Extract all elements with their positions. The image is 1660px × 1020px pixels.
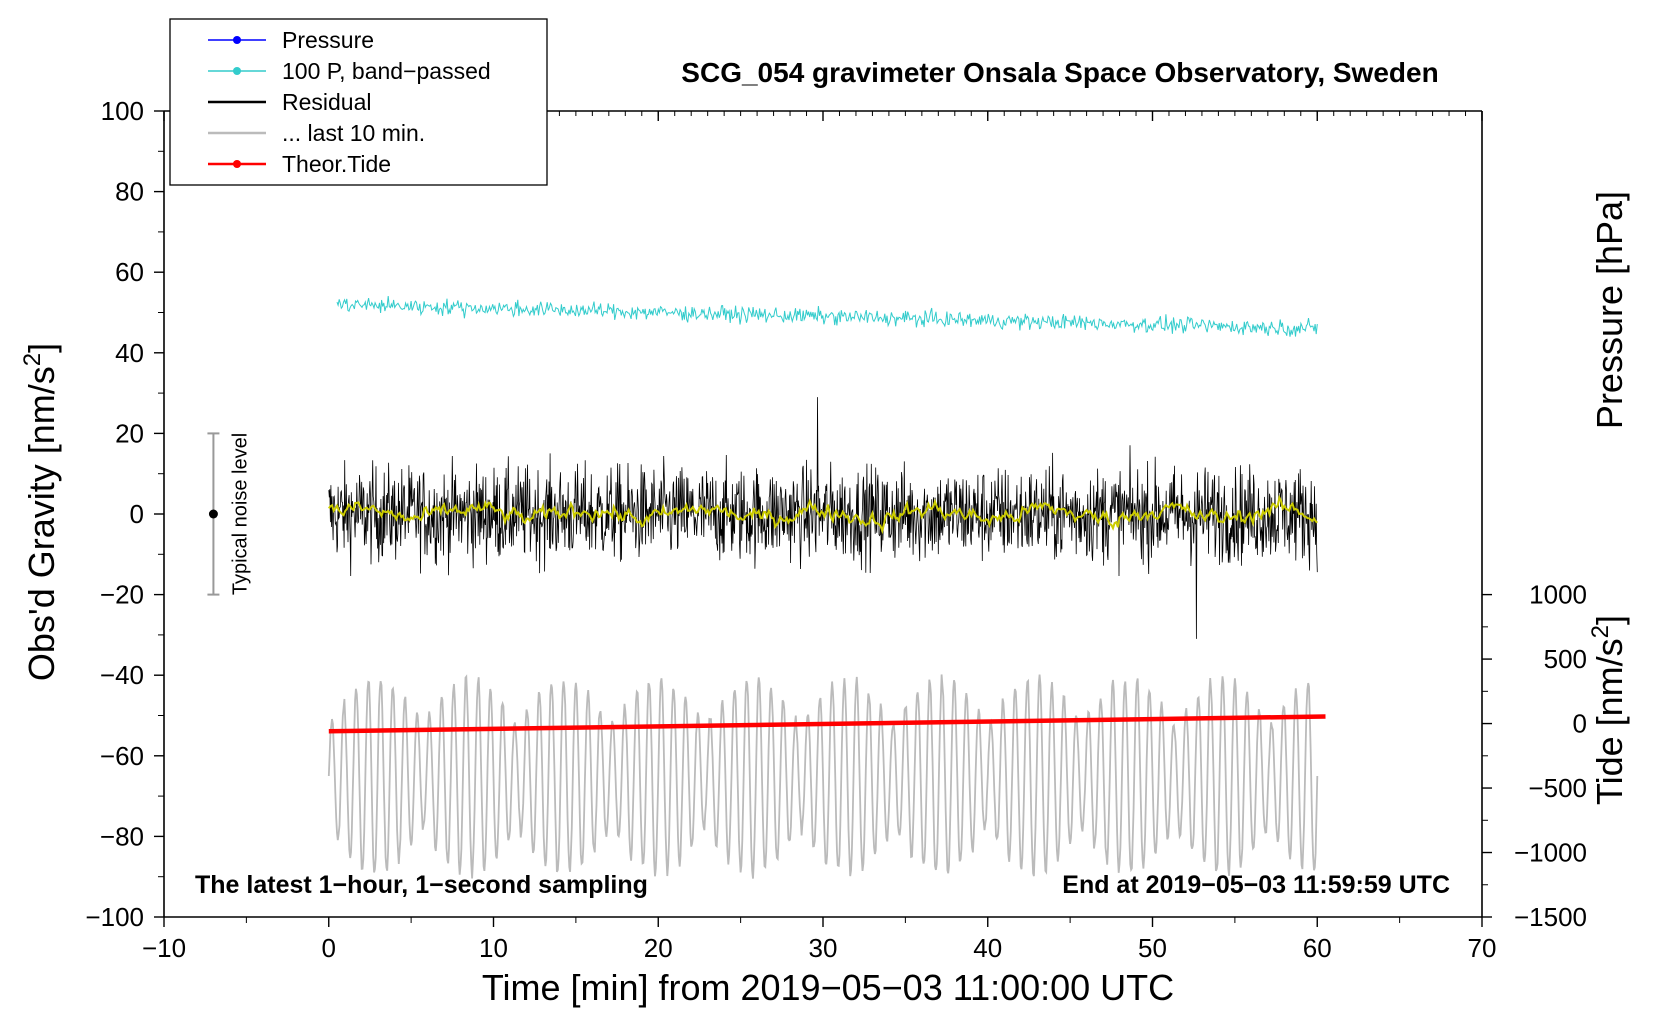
tide-tick-label: 1000	[1529, 580, 1587, 610]
legend-label: Residual	[282, 89, 372, 115]
x-tick-label: 40	[973, 933, 1002, 963]
chart-title: SCG_054 gravimeter Onsala Space Observat…	[681, 57, 1438, 88]
pressure-axis-label: Pressure [hPa]	[1589, 191, 1630, 429]
y-tick-label: −40	[100, 660, 144, 690]
x-tick-label: 70	[1468, 933, 1497, 963]
tide-tick-label: 0	[1573, 709, 1587, 739]
y-tick-label: −20	[100, 580, 144, 610]
band-passed-pressure-series	[336, 295, 1318, 337]
x-tick-label: 0	[322, 933, 336, 963]
y-tick-label: 80	[115, 177, 144, 207]
legend-swatch-marker	[233, 67, 241, 75]
y-axis-label: Obs'd Gravity [nm/s2]	[19, 343, 62, 681]
x-tick-label: 50	[1138, 933, 1167, 963]
annotation-bottom-right: End at 2019−05−03 11:59:59 UTC	[1062, 871, 1450, 899]
y-tick-label: 40	[115, 338, 144, 368]
y-tick-label: 0	[130, 499, 144, 529]
tide-axis-label-text: Tide [nm/s	[1589, 638, 1630, 805]
tide-tick-label: 500	[1544, 644, 1587, 674]
tide-axis-label: Tide [nm/s2]	[1587, 615, 1630, 805]
y-tick-label: 100	[101, 96, 144, 126]
axes-layer: −10 0 10 20 30 40 50 60 70−100−80−60−40−20020406…	[85, 96, 1587, 963]
x-tick-label: 60	[1303, 933, 1332, 963]
series-layer	[327, 295, 1326, 879]
x-tick-label: 10	[479, 933, 508, 963]
legend-swatch-marker	[233, 160, 241, 168]
legend: Pressure 100 P, band−passed Residual ... la…	[169, 18, 548, 186]
legend-label: Theor.Tide	[282, 151, 391, 177]
y-axis-label-text: Obs'd Gravity [nm/s	[21, 366, 62, 681]
annotation-bottom-left: The latest 1−hour, 1−second sampling	[195, 871, 648, 899]
y-axis-label-sup: 2	[19, 353, 46, 366]
smoothed-residual-series	[327, 494, 1318, 535]
noise-bar-center-dot	[208, 509, 218, 519]
y-tick-label: 60	[115, 257, 144, 287]
x-axis-label: Time [min] from 2019−05−03 11:00:00 UTC	[482, 967, 1174, 1008]
noise-bar-label: Typical noise level	[229, 433, 251, 595]
y-tick-label: −60	[100, 741, 144, 771]
theoretical-tide-series	[328, 714, 1326, 734]
x-tick-label: 20	[644, 933, 673, 963]
legend-label: Pressure	[282, 27, 374, 53]
tide-tick-label: −1000	[1514, 838, 1587, 868]
y-tick-label: 20	[115, 418, 144, 448]
legend-swatch-marker	[233, 36, 241, 44]
y-tick-label: −100	[85, 902, 144, 932]
last-10-min-series	[327, 674, 1319, 879]
y-tick-label: −80	[100, 821, 144, 851]
x-tick-label: −10	[142, 933, 186, 963]
legend-label: ... last 10 min.	[282, 120, 425, 146]
tide-axis-label-sup: 2	[1587, 625, 1614, 638]
residual-series	[328, 397, 1318, 639]
tide-tick-label: −1500	[1514, 902, 1587, 932]
x-tick-label: 30	[809, 933, 838, 963]
legend-label: 100 P, band−passed	[282, 58, 491, 84]
y-axis-label-end: ]	[21, 343, 62, 353]
noise-level-bar: Typical noise level	[207, 432, 251, 596]
tide-axis-label-end: ]	[1589, 615, 1630, 625]
tide-tick-label: −500	[1528, 773, 1587, 803]
